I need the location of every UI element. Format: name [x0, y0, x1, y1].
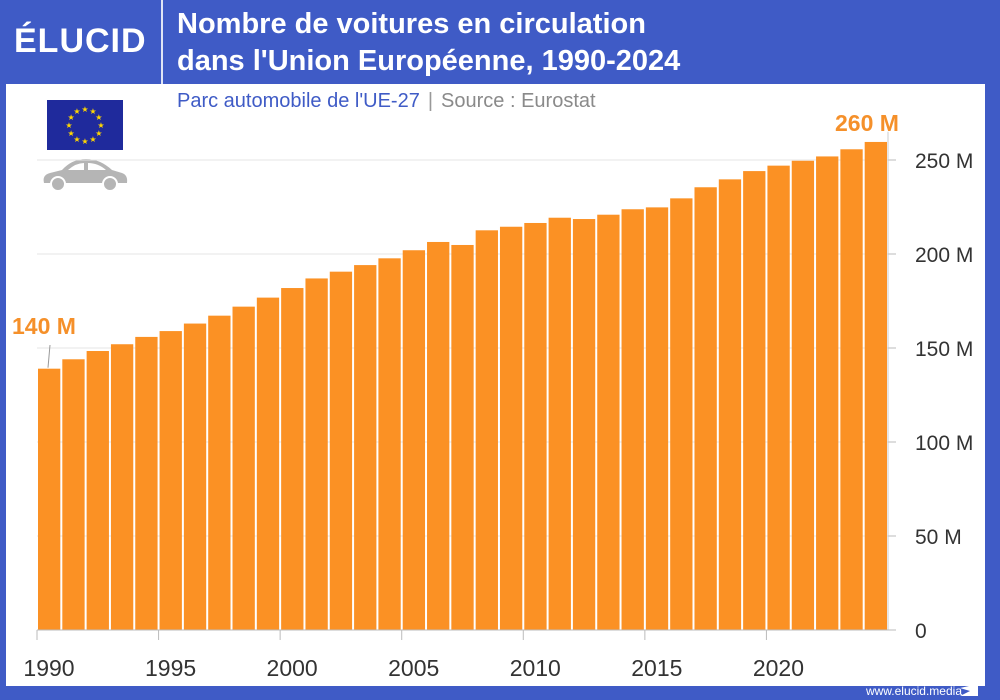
- flag-star: ★: [97, 121, 104, 130]
- bar-2014: [621, 209, 644, 631]
- annotation-start-value: 140 M: [12, 313, 76, 339]
- flag-star: ★: [89, 107, 96, 116]
- bar-2007: [451, 244, 474, 630]
- bar-1999: [256, 297, 280, 630]
- annotation-end-value: 260 M: [835, 110, 899, 136]
- bar-2019: [743, 171, 766, 631]
- bar-2018: [718, 179, 742, 630]
- bar-2000: [281, 288, 304, 630]
- y-tick-label: 150 M: [915, 338, 973, 361]
- x-tick-label: 2005: [388, 655, 439, 681]
- bar-2013: [597, 214, 620, 630]
- subtitle-separator: |: [427, 90, 434, 112]
- bar-2016: [670, 198, 693, 631]
- flag-star: ★: [81, 137, 88, 146]
- x-tick-label: 2020: [753, 655, 804, 681]
- bar-2017: [694, 187, 717, 630]
- bar-2015: [645, 207, 669, 630]
- bar-2022: [816, 156, 839, 631]
- y-tick-label: 50 M: [915, 526, 962, 549]
- bar-2023: [840, 149, 863, 630]
- bar-2001: [305, 278, 328, 630]
- y-tick-label: 200 M: [915, 244, 973, 267]
- bar-1995: [159, 331, 182, 630]
- flag-star: ★: [81, 105, 88, 114]
- bar-2020: [767, 165, 790, 630]
- bar-2021: [791, 160, 815, 630]
- bar-2024: [864, 141, 887, 630]
- y-tick-label: 100 M: [915, 432, 973, 455]
- flag-star: ★: [95, 113, 102, 122]
- bar-2010: [524, 222, 547, 631]
- bar-2004: [378, 258, 401, 630]
- source-text: Source : Eurostat: [441, 90, 596, 112]
- x-tick-label: 2010: [510, 655, 561, 681]
- flag-star: ★: [95, 129, 102, 138]
- bar-1991: [62, 359, 85, 630]
- title-line-1: Nombre de voitures en circulation: [177, 8, 646, 40]
- flag-star: ★: [89, 135, 96, 144]
- subtitle: Parc automobile de l'UE-27 | Source : Euro…: [177, 90, 596, 113]
- bar-2006: [427, 241, 450, 630]
- x-tick-label: 1995: [145, 655, 196, 681]
- elucid-logo: ÉLUCID: [14, 22, 147, 60]
- bar-2003: [354, 265, 377, 630]
- bar-2011: [548, 217, 571, 630]
- bar-1998: [232, 306, 255, 630]
- bar-1997: [208, 315, 231, 630]
- flag-star: ★: [73, 135, 80, 144]
- bar-1990: [38, 368, 61, 630]
- title-line-2: dans l'Union Européenne, 1990-2024: [177, 45, 681, 77]
- subtitle-text: Parc automobile de l'UE-27: [177, 90, 420, 112]
- flag-star: ★: [73, 107, 80, 116]
- x-tick-label: 2015: [631, 655, 682, 681]
- bar-2002: [329, 271, 353, 630]
- bar-2009: [499, 226, 523, 631]
- footer-url[interactable]: www.elucid.media: [865, 684, 962, 698]
- car-icon: [40, 155, 130, 200]
- flag-star: ★: [68, 129, 75, 138]
- y-tick-label: 0: [915, 620, 927, 643]
- flag-star: ★: [68, 113, 75, 122]
- y-tick-label: 250 M: [915, 150, 973, 173]
- chart-title: Nombre de voitures en circulation dans l…: [177, 6, 680, 80]
- header-divider: [161, 0, 163, 84]
- bar-1994: [135, 336, 158, 630]
- bar-1996: [183, 323, 207, 630]
- eu-flag-icon: ★ ★ ★ ★ ★ ★ ★ ★ ★ ★ ★ ★: [47, 100, 123, 150]
- x-tick-label: 1990: [23, 655, 74, 681]
- bar-2005: [402, 250, 426, 631]
- bar-1993: [110, 344, 134, 630]
- bar-2012: [572, 219, 596, 631]
- flag-star: ★: [65, 121, 72, 130]
- bar-2008: [475, 230, 498, 630]
- elucid-mark-icon: [960, 684, 978, 696]
- annotation-leader-line: [47, 344, 51, 368]
- x-tick-label: 2000: [267, 655, 318, 681]
- bar-1992: [86, 351, 109, 630]
